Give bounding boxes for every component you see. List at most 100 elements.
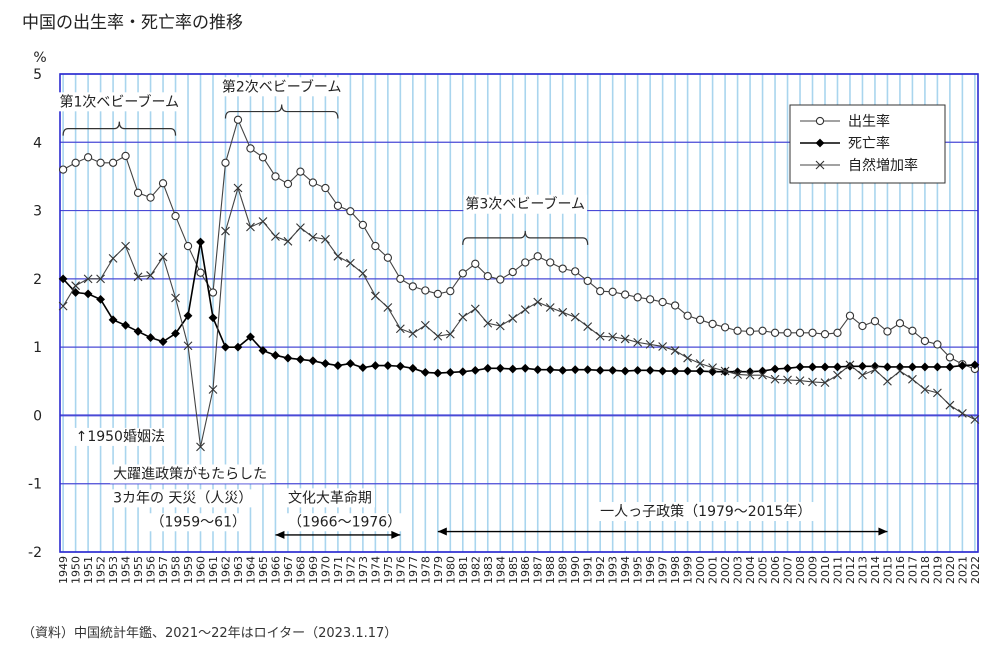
x-tick-label: 1984 (494, 556, 507, 584)
x-tick-label: 1961 (207, 556, 220, 584)
point-death (495, 363, 505, 373)
x-tick-label: 1998 (669, 556, 682, 584)
point-birth (670, 301, 680, 310)
point-birth (471, 259, 480, 268)
point-death (108, 315, 118, 325)
x-tick-label: 2010 (819, 556, 832, 584)
point-natural (758, 370, 767, 380)
point-natural (345, 258, 355, 268)
point-natural (196, 442, 205, 452)
point-death (908, 362, 917, 372)
x-tick-label: 2000 (694, 556, 707, 584)
x-tick-label: 1968 (294, 556, 307, 584)
point-birth (533, 252, 542, 261)
point-birth (371, 241, 380, 251)
annotation-bg (110, 464, 271, 484)
point-birth (708, 319, 717, 329)
annotation-onechild: 一人っ子政策（1979～2015年） (600, 503, 811, 520)
point-death (408, 363, 418, 373)
point-death (183, 311, 193, 321)
point-birth (720, 323, 730, 332)
point-death (383, 361, 393, 370)
x-tick-label: 1952 (95, 556, 108, 584)
point-birth (815, 116, 825, 126)
point-birth (483, 271, 492, 281)
point-natural (620, 334, 630, 344)
point-death (533, 365, 543, 375)
point-birth (233, 115, 243, 124)
point-birth (870, 317, 880, 326)
point-death (395, 361, 405, 371)
point-death (745, 367, 755, 377)
point-birth (795, 328, 805, 337)
point-death (221, 342, 230, 352)
point-natural (883, 376, 892, 386)
point-birth (645, 295, 655, 304)
point-natural (433, 331, 443, 341)
point-natural (508, 314, 518, 323)
point-death (208, 313, 218, 323)
legend-natural-label: 自然増加率 (848, 157, 918, 174)
x-tick-label: 2017 (906, 556, 919, 584)
annotation-bg (463, 194, 588, 214)
point-natural (283, 236, 293, 246)
x-tick-label: 1966 (269, 556, 282, 584)
annotation-bg (284, 513, 405, 532)
brace-boom3 (462, 230, 589, 245)
point-death (433, 368, 443, 378)
x-tick-label: 1955 (132, 556, 145, 584)
point-death (58, 274, 68, 284)
point-birth (695, 315, 705, 324)
annotation-bg (147, 513, 250, 532)
point-natural (83, 274, 93, 284)
point-birth (258, 153, 268, 162)
point-birth (596, 286, 605, 296)
point-death (595, 365, 605, 375)
point-death (258, 346, 268, 355)
annotation-marriage: ↑1950婚姻法 (76, 429, 165, 445)
point-death (808, 362, 817, 372)
point-natural (720, 366, 730, 376)
point-death (83, 289, 93, 299)
point-birth (221, 158, 230, 167)
point-death (933, 362, 942, 372)
point-natural (820, 378, 830, 388)
x-tick-label: 2012 (844, 556, 857, 584)
point-birth (71, 158, 80, 167)
point-birth (433, 289, 442, 299)
x-tick-label: 2013 (856, 556, 869, 584)
point-death (870, 361, 880, 371)
annotation-leap1: 大躍進政策がもたらした (113, 465, 267, 482)
x-tick-label: 2008 (794, 556, 807, 584)
point-natural (808, 377, 817, 387)
annotation-leap2: 3カ年の 天災（人災） (113, 490, 252, 506)
point-natural (333, 251, 343, 261)
point-death (815, 138, 825, 148)
point-natural (321, 234, 330, 244)
point-birth (271, 172, 280, 181)
x-tick-label: 2018 (919, 556, 932, 584)
x-tick-label: 2020 (944, 556, 957, 584)
point-birth (321, 183, 330, 193)
point-birth (358, 220, 368, 230)
x-tick-label: 2002 (719, 556, 732, 584)
point-natural (221, 226, 230, 236)
point-birth (208, 288, 218, 297)
point-birth (121, 151, 130, 161)
source-note: （資料）中国統計年鑑、2021～22年はロイター（2023.1.17） (22, 626, 398, 641)
point-death (458, 367, 468, 377)
point-natural (483, 318, 493, 328)
x-tick-label: 1977 (407, 556, 420, 584)
point-death (957, 361, 967, 370)
x-tick-label: 1989 (557, 556, 570, 584)
x-tick-label: 2007 (782, 556, 795, 584)
x-tick-label: 1993 (607, 556, 620, 584)
point-birth (83, 153, 93, 162)
point-natural (595, 331, 605, 341)
brace-boom1 (62, 121, 177, 136)
onechild-arrow-head-left (437, 527, 447, 536)
point-natural (957, 408, 967, 418)
point-natural (970, 415, 980, 424)
point-birth (96, 158, 105, 167)
point-natural (745, 370, 755, 380)
